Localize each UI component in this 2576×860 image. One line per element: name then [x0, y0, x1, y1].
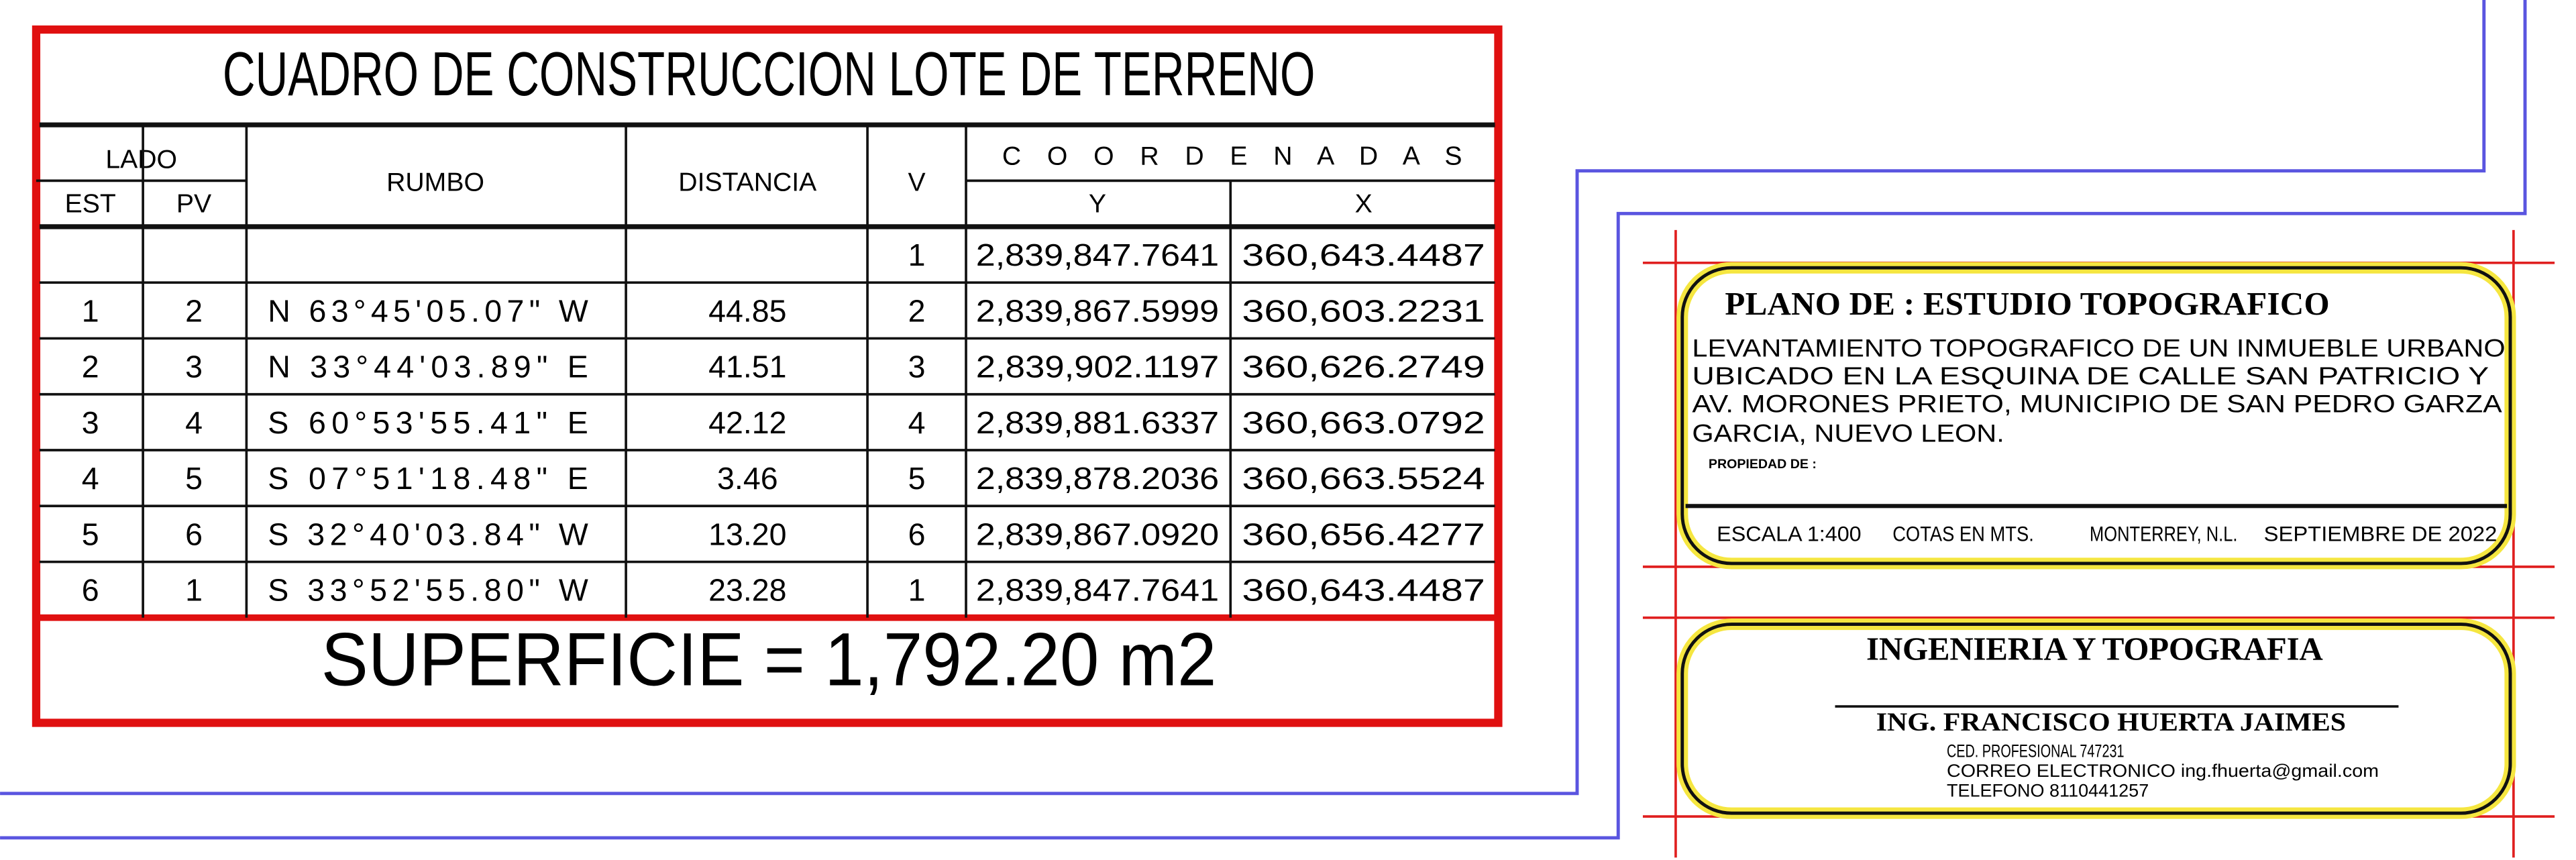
cell: 360,626.2749: [1242, 350, 1485, 384]
cell: 13.20: [708, 517, 786, 551]
cell: S 32°40'03.84" W: [268, 517, 588, 551]
cell: N 63°45'05.07" W: [268, 293, 588, 328]
firm-box: [1680, 623, 2512, 815]
cell: 3.46: [717, 461, 778, 496]
escala: ESCALA 1:400: [1717, 522, 1862, 546]
ingeniero: ING. FRANCISCO HUERTA JAIMES: [1876, 708, 2346, 737]
cell: 2,839,847.7641: [976, 573, 1219, 608]
title-box: [1680, 266, 2512, 566]
cell: 1: [908, 237, 926, 272]
construction-table: CUADRO DE CONSTRUCCION LOTE DE TERRENO L…: [32, 25, 1503, 727]
cell: 2: [908, 293, 926, 328]
description: UBICADO EN LA ESQUINA DE CALLE SAN PATRI…: [1692, 362, 2489, 390]
cell: 3: [908, 350, 926, 384]
cell: 4: [908, 405, 926, 440]
cell: 5: [185, 461, 203, 496]
cell: 1: [908, 573, 926, 608]
description: LEVANTAMIENTO TOPOGRAFICO DE UN INMUEBLE…: [1692, 334, 2505, 362]
cell: 2,839,881.6337: [976, 405, 1219, 440]
cell: 3: [185, 350, 203, 384]
table-title: CUADRO DE CONSTRUCCION LOTE DE TERRENO: [223, 39, 1316, 109]
cell: 42.12: [708, 405, 786, 440]
border-lines: [0, 0, 2527, 840]
fecha: SEPTIEMBRE DE 2022: [2264, 522, 2498, 546]
cell: S 07°51'18.48" E: [268, 461, 588, 496]
correo: CORREO ELECTRONICO ing.fhuerta@gmail.com: [1947, 761, 2379, 781]
cell: 2,839,867.0920: [976, 517, 1219, 551]
cell: 44.85: [708, 293, 786, 328]
cell: 360,643.4487: [1242, 237, 1485, 272]
header: DISTANCIA: [678, 168, 817, 197]
telefono: TELEFONO 8110441257: [1947, 780, 2149, 800]
cell: 6: [185, 517, 203, 551]
cell: 360,603.2231: [1242, 293, 1485, 328]
cell: 360,656.4277: [1242, 517, 1485, 551]
cell: 5: [908, 461, 926, 496]
cell: 360,643.4487: [1242, 573, 1485, 608]
cell: 2,839,902.1197: [976, 350, 1219, 384]
lugar: MONTERREY, N.L.: [2090, 522, 2237, 546]
header: Y: [1089, 189, 1106, 218]
cell: 4: [185, 405, 203, 440]
header: LADO: [105, 145, 177, 174]
propiedad: PROPIEDAD DE :: [1709, 457, 1817, 472]
cell: 1: [185, 573, 203, 608]
cell: S 33°52'55.80" W: [268, 573, 588, 608]
cell: 41.51: [708, 350, 786, 384]
cell: 3: [82, 405, 99, 440]
cell: 4: [82, 461, 99, 496]
header: EST: [65, 189, 116, 218]
cell: S 60°53'55.41" E: [268, 405, 588, 440]
cell: 2: [185, 293, 203, 328]
description: AV. MORONES PRIETO, MUNICIPIO DE SAN PED…: [1692, 390, 2502, 418]
table-border: [32, 25, 1503, 727]
cell: 5: [82, 517, 99, 551]
cell: 2,839,847.7641: [976, 237, 1219, 272]
cell: 23.28: [708, 573, 786, 608]
cell: 2,839,878.2036: [976, 461, 1219, 496]
cell: 6: [82, 573, 99, 608]
header: PV: [176, 189, 211, 218]
description: GARCIA, NUEVO LEON.: [1692, 420, 2004, 447]
cell: 360,663.0792: [1242, 405, 1485, 440]
header: RUMBO: [386, 168, 484, 197]
header: C O O R D E N A D A S: [1002, 142, 1462, 170]
cell: 1: [82, 293, 99, 328]
cedula: CED. PROFESIONAL 747231: [1947, 741, 2124, 761]
header: V: [908, 168, 925, 197]
cell: 360,663.5524: [1242, 461, 1485, 496]
cell: N 33°44'03.89" E: [268, 350, 588, 384]
cell: 6: [908, 517, 926, 551]
cotas: COTAS EN MTS.: [1892, 522, 2034, 546]
cell: 2,839,867.5999: [976, 293, 1219, 328]
header: X: [1355, 189, 1373, 218]
superficie: SUPERFICIE = 1,792.20 m2: [321, 617, 1217, 702]
plano: PLANO DE : ESTUDIO TOPOGRAFICO: [1725, 285, 2329, 322]
empresa: INGENIERIA Y TOPOGRAFIA: [1866, 630, 2323, 667]
cell: 2: [82, 350, 99, 384]
